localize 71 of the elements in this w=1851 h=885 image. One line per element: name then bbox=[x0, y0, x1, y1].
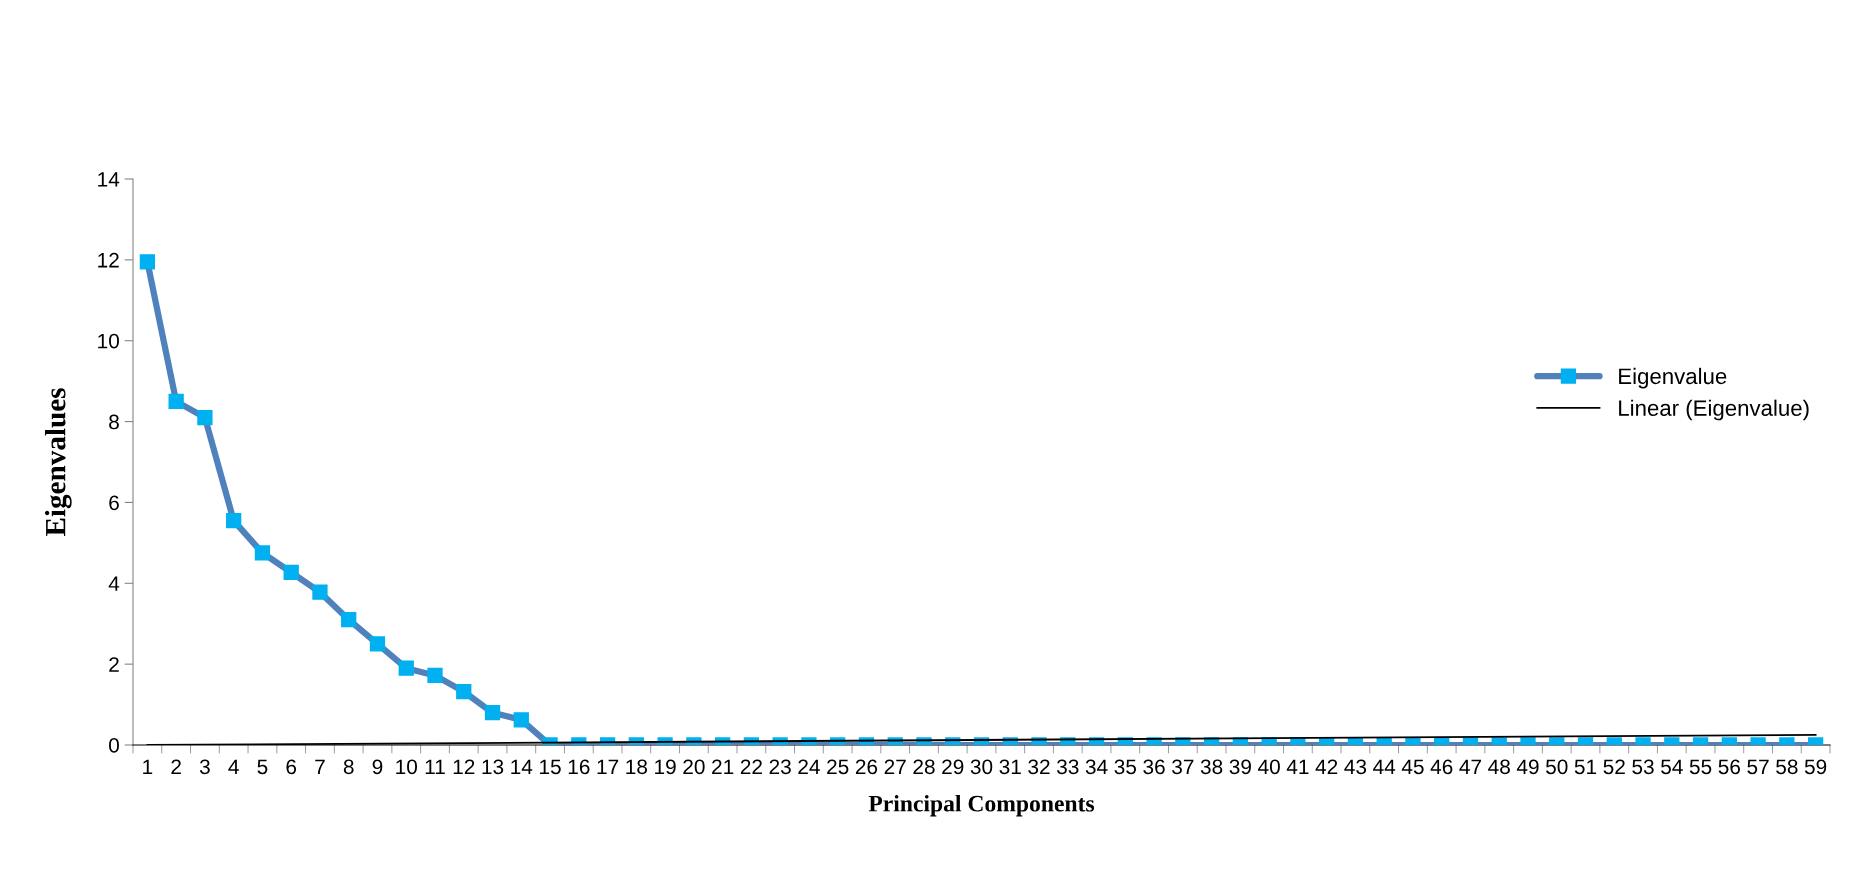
x-tick-label: 38 bbox=[1200, 759, 1223, 775]
x-tick-label: 2 bbox=[171, 759, 181, 774]
x-tick-label: 35 bbox=[1114, 759, 1137, 775]
x-tick-label: 24 bbox=[798, 759, 820, 774]
x-tick-label: 45 bbox=[1401, 759, 1424, 775]
x-tick-label: 3 bbox=[199, 759, 210, 775]
x-tick-label: 8 bbox=[343, 759, 354, 775]
x-tick-label: 47 bbox=[1459, 759, 1482, 774]
x-tick-label: 56 bbox=[1718, 759, 1740, 775]
x-tick-label: 44 bbox=[1373, 759, 1396, 774]
x-tick-label: 1 bbox=[143, 759, 153, 774]
x-tick-label: 27 bbox=[884, 759, 906, 774]
x-tick-label: 50 bbox=[1546, 759, 1568, 775]
x-tick-label: 15 bbox=[540, 759, 561, 775]
x-tick-label: 33 bbox=[1057, 759, 1079, 775]
y-tick-label: 10 bbox=[98, 333, 119, 349]
x-tick-label: 39 bbox=[1229, 759, 1251, 775]
x-tick-label: 20 bbox=[683, 759, 705, 775]
x-tick-label: 25 bbox=[827, 759, 849, 775]
x-tick-label: 30 bbox=[970, 759, 993, 775]
x-tick-label: 40 bbox=[1258, 759, 1280, 775]
y-tick-label: 6 bbox=[109, 495, 119, 511]
x-tick-label: 42 bbox=[1315, 759, 1338, 774]
x-tick-label: 51 bbox=[1574, 759, 1597, 775]
x-tick-label: 53 bbox=[1632, 759, 1654, 775]
y-tick-label: 4 bbox=[108, 576, 120, 591]
x-tick-label: 52 bbox=[1603, 759, 1625, 775]
x-tick-label: 16 bbox=[568, 759, 590, 775]
x-tick-label: 5 bbox=[257, 759, 268, 775]
x-tick-label: 17 bbox=[597, 759, 619, 774]
x-axis-title: Principal Components bbox=[868, 794, 1095, 817]
x-tick-label: 46 bbox=[1430, 759, 1453, 775]
x-tick-label: 55 bbox=[1689, 759, 1712, 775]
x-tick-label: 48 bbox=[1488, 759, 1510, 775]
x-tick-label: 10 bbox=[396, 759, 418, 775]
x-tick-label: 21 bbox=[712, 759, 734, 774]
y-tick-label: 12 bbox=[98, 252, 119, 268]
x-tick-label: 23 bbox=[769, 759, 791, 775]
x-tick-label: 54 bbox=[1661, 759, 1683, 775]
y-tick-label: 0 bbox=[109, 738, 119, 753]
x-tick-label: 57 bbox=[1747, 759, 1769, 775]
y-tick-label: 2 bbox=[109, 657, 119, 672]
x-tick-label: 13 bbox=[482, 759, 504, 775]
x-tick-label: 58 bbox=[1776, 759, 1798, 775]
x-tick-label: 12 bbox=[453, 759, 475, 774]
x-tick-label: 19 bbox=[655, 759, 676, 775]
x-tick-label: 22 bbox=[740, 759, 762, 774]
legend-label: Eigenvalue bbox=[1619, 367, 1727, 389]
y-tick-label: 8 bbox=[109, 414, 119, 430]
x-tick-label: 26 bbox=[855, 759, 878, 775]
x-tick-label: 59 bbox=[1804, 759, 1827, 775]
x-tick-label: 41 bbox=[1286, 759, 1309, 774]
x-tick-label: 31 bbox=[999, 759, 1021, 775]
x-tick-label: 32 bbox=[1028, 759, 1050, 775]
x-tick-label: 11 bbox=[425, 759, 445, 774]
x-tick-label: 9 bbox=[372, 759, 383, 775]
y-tick-label: 14 bbox=[98, 172, 120, 187]
x-tick-label: 37 bbox=[1172, 759, 1194, 775]
x-tick-label: 7 bbox=[315, 759, 325, 774]
legend-label: Linear (Eigenvalue) bbox=[1619, 399, 1809, 421]
x-tick-label: 6 bbox=[286, 759, 297, 775]
y-axis-title: Eigenvalues bbox=[44, 388, 72, 537]
x-tick-label: 49 bbox=[1516, 759, 1539, 775]
x-tick-label: 43 bbox=[1344, 759, 1367, 775]
x-tick-label: 36 bbox=[1143, 759, 1165, 775]
x-tick-label: 34 bbox=[1085, 759, 1108, 775]
x-tick-label: 28 bbox=[913, 759, 935, 775]
x-tick-label: 18 bbox=[626, 759, 648, 775]
x-tick-label: 4 bbox=[228, 759, 239, 774]
x-tick-label: 14 bbox=[511, 759, 533, 774]
x-tick-label: 29 bbox=[942, 759, 964, 775]
